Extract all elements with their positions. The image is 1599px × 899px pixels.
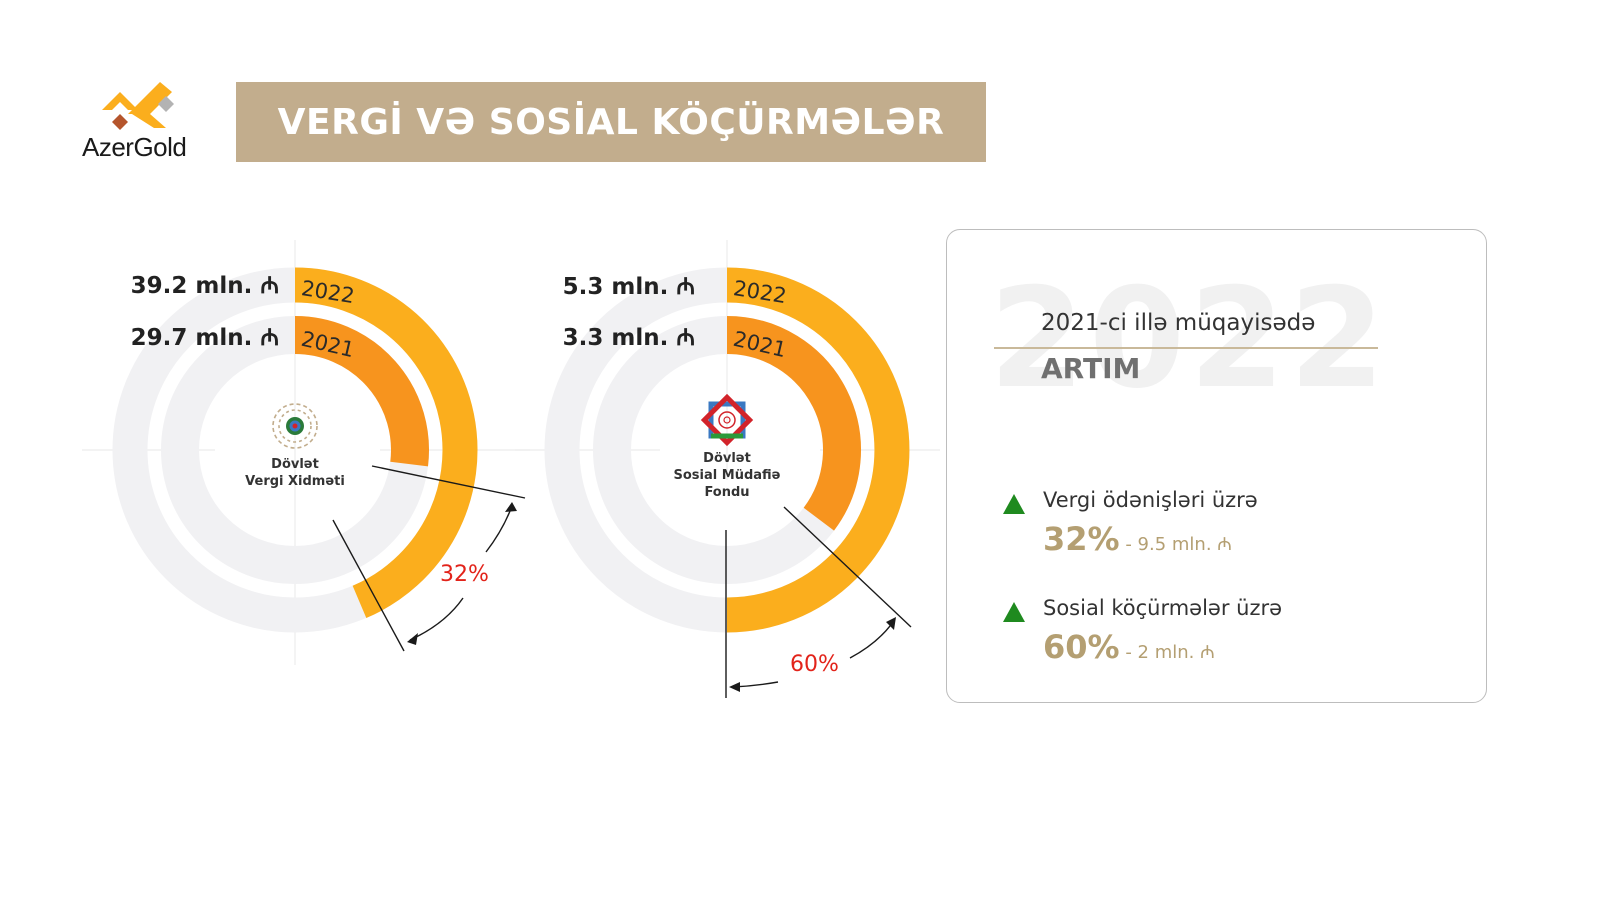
title-banner: VERGİ VƏ SOSİAL KÖÇÜRMƏLƏR: [236, 82, 986, 162]
value-2021-tax: 29.7 mln. ₼: [130, 325, 279, 351]
center-label-tax: Dövlət Vergi Xidməti: [245, 457, 345, 489]
stat-value: 32% - 9.5 mln. ₼: [1043, 520, 1232, 558]
background-year: 2022: [989, 258, 1390, 419]
stat-label: Vergi ödənişləri üzrə: [1043, 488, 1258, 512]
growth-label-tax: 32%: [440, 562, 489, 587]
center-label-social: Dövlət Sosial Müdafiə Fondu: [673, 451, 781, 500]
annotation-right: [725, 506, 912, 698]
azergold-logo-icon: [102, 82, 174, 130]
growth-summary-panel: 2022 2021-ci illə müqayisədə ARTIM Vergi…: [946, 229, 1487, 703]
stat-percent: 32%: [1043, 520, 1120, 558]
panel-heading: ARTIM: [1041, 352, 1141, 385]
value-2022-social: 5.3 mln. ₼: [562, 274, 695, 300]
ring-bar-2021: [726, 316, 861, 531]
stat-detail: - 2 mln. ₼: [1119, 642, 1215, 663]
ring-bar-2021: [294, 316, 429, 467]
stat-label: Sosial köçürmələr üzrə: [1043, 596, 1283, 620]
value-2021-social: 3.3 mln. ₼: [562, 325, 695, 351]
stat-percent: 60%: [1043, 628, 1120, 666]
page-title: VERGİ VƏ SOSİAL KÖÇÜRMƏLƏR: [277, 101, 945, 143]
ring-bar-2022: [726, 267, 910, 633]
up-arrow-icon: [1003, 494, 1025, 514]
panel-divider: [994, 347, 1378, 349]
social-fund-emblem-icon: [700, 394, 754, 447]
stat-detail: - 9.5 mln. ₼: [1119, 534, 1232, 555]
ring-bar-2022: [294, 267, 478, 618]
up-arrow-icon: [1003, 602, 1025, 622]
stat-value: 60% - 2 mln. ₼: [1043, 628, 1215, 666]
growth-label-social: 60%: [790, 652, 839, 677]
panel-subtitle: 2021-ci illə müqayisədə: [1041, 310, 1316, 336]
value-2022-tax: 39.2 mln. ₼: [130, 273, 279, 299]
logo-text: AzerGold: [82, 132, 187, 162]
tax-service-emblem-icon: [272, 403, 318, 449]
annotation-left: [332, 465, 526, 652]
